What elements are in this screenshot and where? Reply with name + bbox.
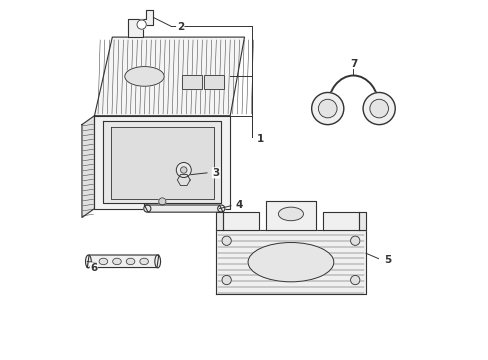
Polygon shape <box>216 230 365 294</box>
Bar <box>204 75 224 89</box>
Polygon shape <box>177 175 190 185</box>
Ellipse shape <box>126 258 135 265</box>
Polygon shape <box>216 212 223 230</box>
Circle shape <box>222 275 231 285</box>
Ellipse shape <box>99 258 107 265</box>
Circle shape <box>137 20 146 29</box>
Bar <box>182 75 201 89</box>
Text: 7: 7 <box>349 59 356 68</box>
Ellipse shape <box>155 255 160 268</box>
Circle shape <box>222 236 231 246</box>
Bar <box>204 75 224 89</box>
Circle shape <box>350 236 359 246</box>
Circle shape <box>363 93 394 125</box>
Circle shape <box>318 99 336 118</box>
Polygon shape <box>223 212 258 230</box>
Text: 2: 2 <box>176 22 183 32</box>
Circle shape <box>176 162 191 177</box>
Ellipse shape <box>278 207 303 221</box>
Ellipse shape <box>140 258 148 265</box>
Text: 3: 3 <box>212 168 219 178</box>
Circle shape <box>369 99 387 118</box>
Polygon shape <box>87 255 159 267</box>
Circle shape <box>350 275 359 285</box>
Polygon shape <box>323 212 358 230</box>
Ellipse shape <box>247 243 333 282</box>
Circle shape <box>159 198 165 205</box>
Polygon shape <box>265 202 315 230</box>
Circle shape <box>311 93 343 125</box>
Text: 4: 4 <box>235 200 243 210</box>
Polygon shape <box>94 37 244 116</box>
Polygon shape <box>103 121 221 203</box>
Polygon shape <box>82 116 94 217</box>
Ellipse shape <box>124 67 164 86</box>
Polygon shape <box>144 205 223 212</box>
Polygon shape <box>110 127 214 199</box>
Text: 6: 6 <box>90 263 97 273</box>
Polygon shape <box>94 116 230 208</box>
Ellipse shape <box>112 258 121 265</box>
Circle shape <box>180 167 186 173</box>
Text: 1: 1 <box>257 134 264 144</box>
Polygon shape <box>128 10 153 37</box>
Polygon shape <box>358 212 365 230</box>
Text: 5: 5 <box>383 255 390 265</box>
Ellipse shape <box>85 255 91 268</box>
Ellipse shape <box>217 205 224 212</box>
Bar <box>182 75 201 89</box>
Ellipse shape <box>143 205 151 212</box>
